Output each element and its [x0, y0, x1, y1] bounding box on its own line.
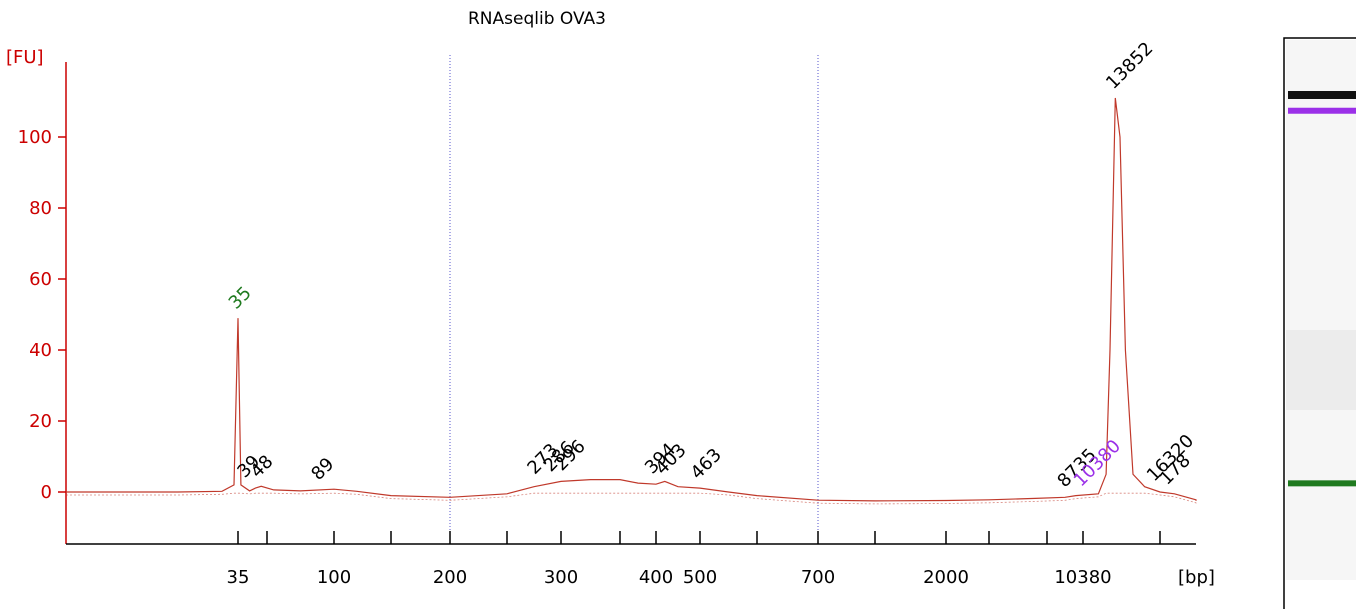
gel-band-upper-marker: [1288, 91, 1356, 99]
trace-line: [66, 97, 1197, 502]
x-tick-label: 200: [433, 567, 467, 588]
x-tick-label: 2000: [923, 567, 969, 588]
x-tick-label: 300: [544, 567, 578, 588]
y-tick-label: 100: [18, 127, 52, 148]
baseline-line: [66, 492, 1197, 505]
y-axis-label: [FU]: [6, 47, 44, 68]
gel-lane-background: [1286, 40, 1356, 580]
y-tick-label: 0: [41, 482, 52, 503]
gel-image: [1283, 37, 1356, 609]
x-tick-label: 10380: [1054, 567, 1111, 588]
x-tick-label: 500: [683, 567, 717, 588]
x-axis-label: [bp]: [1178, 567, 1215, 588]
peak-label: 13852: [1102, 38, 1157, 93]
x-tick-label: 700: [801, 567, 835, 588]
x-tick-label: 400: [639, 567, 673, 588]
y-tick-label: 20: [29, 411, 52, 432]
x-tick-label: 100: [317, 567, 351, 588]
peak-label: 35: [225, 283, 256, 314]
y-tick-label: 40: [29, 340, 52, 361]
y-tick-label: 60: [29, 269, 52, 290]
gel-band-lower-marker: [1288, 480, 1356, 487]
x-ticks: 35 100 200 300 400 500 700 2000 10380: [227, 531, 1161, 588]
peak-label: 89: [307, 454, 338, 485]
y-tick-label: 80: [29, 198, 52, 219]
gel-band-purple-marker: [1288, 107, 1356, 114]
series-group: [66, 97, 1197, 505]
peak-label: 463: [687, 444, 726, 483]
x-tick-label: 35: [227, 567, 250, 588]
y-ticks: 100 80 60 40 20 0: [18, 127, 66, 503]
gel-smear: [1286, 330, 1356, 410]
gel-bands: [1288, 91, 1356, 487]
chart-title: RNAseqlib OVA3: [468, 9, 606, 29]
